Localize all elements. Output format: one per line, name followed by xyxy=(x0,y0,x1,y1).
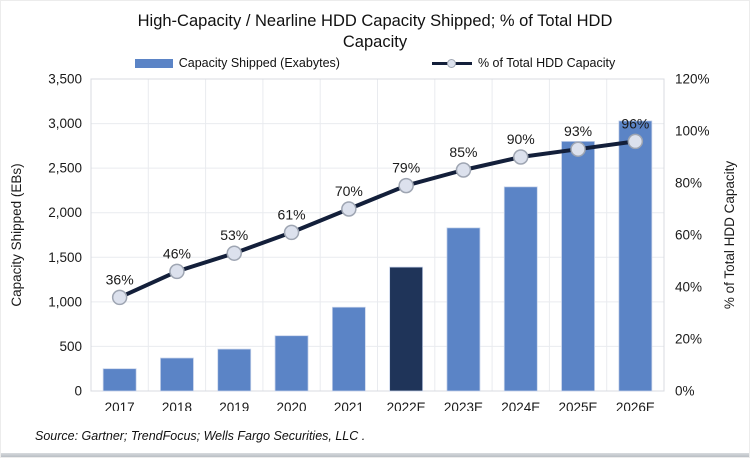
legend-label: % of Total HDD Capacity xyxy=(477,56,616,71)
x-axis-tick-2020: 2020 xyxy=(277,400,307,411)
left-axis-tick: 1,000 xyxy=(48,294,82,309)
x-axis-tick-2017: 2017 xyxy=(105,400,135,411)
marker-2025E xyxy=(570,141,586,157)
legend-label: Capacity Shipped (Exabytes) xyxy=(178,56,340,71)
right-axis-tick: 80% xyxy=(675,176,702,191)
x-axis-tick-2024E: 2024E xyxy=(501,400,540,411)
right-axis-title: % of Total HDD Capacity xyxy=(722,161,737,310)
point-label-2017: 36% xyxy=(106,271,134,287)
chart-canvas: 0 500 1,000 1,500 2,000 2,500 3,000 3,500 0% 20% 4… xyxy=(9,72,737,412)
marker-2018 xyxy=(169,263,185,280)
legend-item-capacity-shipped: Capacity Shipped (Exabytes) xyxy=(134,56,340,71)
marker-2022E xyxy=(398,177,414,194)
x-axis-tick-2026E: 2026E xyxy=(616,400,655,411)
point-label-2025E: 93% xyxy=(564,123,592,139)
right-axis-tick: 60% xyxy=(675,228,702,243)
chart-legend: Capacity Shipped (Exabytes) % of Total H… xyxy=(1,56,749,70)
plot-border xyxy=(90,78,665,392)
right-axis-tick: 40% xyxy=(675,280,702,295)
percent-line-series xyxy=(117,139,638,300)
point-label-2019: 53% xyxy=(220,227,248,243)
marker-2020 xyxy=(283,224,300,241)
point-label-2024E: 90% xyxy=(507,131,535,147)
right-axis-tick: 20% xyxy=(675,332,702,347)
bar-2026E xyxy=(618,120,653,392)
right-axis-tick: 120% xyxy=(675,72,710,87)
bar-2019 xyxy=(217,348,252,392)
x-axis-tick-2025E: 2025E xyxy=(559,400,598,411)
bar-2018 xyxy=(160,357,194,392)
bar-2025E xyxy=(561,141,595,392)
point-label-2021: 70% xyxy=(335,183,363,199)
x-axis-tick-2019: 2019 xyxy=(219,400,249,411)
point-label-2020: 61% xyxy=(278,206,306,222)
x-axis-tick-2021: 2021 xyxy=(334,400,364,411)
left-axis-tick: 2,000 xyxy=(48,205,82,220)
bar-2024E xyxy=(503,186,538,392)
left-axis-tick: 500 xyxy=(59,339,82,354)
line-marker-swatch-icon xyxy=(431,57,472,69)
right-axis-tick: 100% xyxy=(675,124,710,139)
right-axis-tick: 0% xyxy=(675,384,695,399)
x-axis-tick-2018: 2018 xyxy=(162,400,192,411)
bar-swatch-icon xyxy=(134,58,173,68)
left-axis-tick: 3,500 xyxy=(48,72,82,87)
x-axis-tick-2023E: 2023E xyxy=(444,400,483,411)
bar-2021 xyxy=(331,306,366,392)
marker-2023E xyxy=(455,162,472,178)
marker-2017 xyxy=(111,289,128,306)
chart-title: High-Capacity / Nearline HDD Capacity Sh… xyxy=(137,12,613,52)
bar-2022E xyxy=(389,266,424,392)
legend-item-percent-total: % of Total HDD Capacity xyxy=(431,56,616,71)
marker-2024E xyxy=(513,149,529,165)
marker-2026E xyxy=(627,133,644,150)
left-axis-tick: 3,000 xyxy=(48,116,82,131)
point-label-2018: 46% xyxy=(163,245,191,261)
bottom-edge-strip xyxy=(1,453,749,457)
point-label-2023E: 85% xyxy=(449,144,477,160)
bar-2017 xyxy=(102,368,137,392)
left-axis-tick: 2,500 xyxy=(48,161,82,176)
left-axis-title: Capacity Shipped (EBs) xyxy=(9,163,24,306)
point-label-2022E: 79% xyxy=(392,160,420,176)
x-axis-tick-2022E: 2022E xyxy=(387,400,426,411)
point-label-2026E: 96% xyxy=(621,115,649,131)
bar-2023E xyxy=(446,227,481,392)
left-axis-tick: 0 xyxy=(74,384,82,399)
marker-2019 xyxy=(226,245,242,261)
source-note: Source: Gartner; TrendFocus; Wells Fargo… xyxy=(35,429,366,443)
left-axis-tick: 1,500 xyxy=(48,250,82,265)
marker-2021 xyxy=(341,201,357,217)
bar-2020 xyxy=(274,335,309,392)
